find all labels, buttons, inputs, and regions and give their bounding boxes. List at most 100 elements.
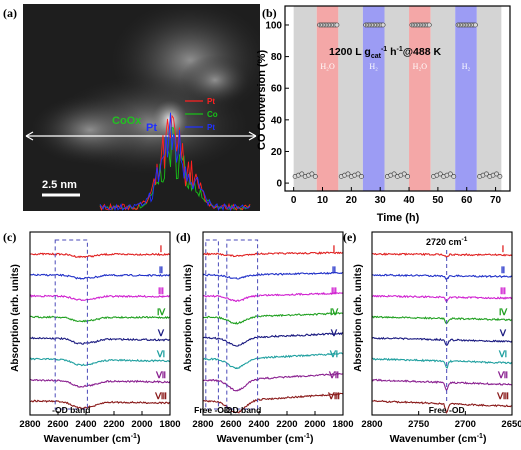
x-tick-label: 60: [461, 195, 473, 206]
data-point: [309, 171, 315, 177]
series-V: [202, 331, 344, 347]
y-tick-label: 100: [265, 20, 282, 31]
data-point: [334, 22, 340, 28]
panel-d-plot: Ⅰ Ⅱ Ⅲ Ⅳ Ⅴ Ⅵ Ⅶ Ⅷ 2800 2600 2400 2200 2000 1800 Free -OD…: [192, 231, 354, 430]
panel-c-label: (c): [3, 230, 16, 244]
panel-d-ylabel: Absorption (arb. units): [183, 264, 194, 372]
series-label-I: Ⅰ: [333, 244, 336, 254]
panel-e-plot: Ⅰ Ⅱ Ⅲ Ⅳ Ⅴ Ⅵ Ⅶ Ⅷ 2800 2750 2700 2650 2720 cm-1 Free -O…: [361, 231, 521, 430]
data-point: [312, 174, 318, 179]
panel-e-ylabel: Absorption (arb. units): [353, 264, 364, 372]
od-band-label: -OD band: [52, 405, 90, 415]
series-VII: [202, 372, 344, 392]
data-point: [426, 22, 432, 28]
y-tick-label: 80: [271, 52, 283, 63]
series-IV: [29, 315, 171, 323]
x-tick-label: 2000: [131, 419, 152, 430]
y-tick-label: 20: [271, 147, 283, 158]
x-tick-label: 2800: [361, 419, 382, 430]
x-tick-label: 70: [490, 195, 502, 206]
x-tick-label: 2750: [408, 419, 429, 430]
data-point: [380, 22, 386, 28]
x-tick-label: 0: [291, 195, 297, 206]
data-point: [484, 171, 489, 177]
band-7: [455, 6, 477, 191]
series-label-V: Ⅴ: [157, 328, 165, 338]
panel-a: (a) CoOx Pt Pt Co Pt 2.5 nm: [3, 4, 260, 211]
x-tick-label: 2700: [455, 419, 476, 430]
peak-label-sup: -1: [462, 236, 468, 243]
series-III: [29, 294, 171, 302]
series-II: [29, 273, 171, 280]
x-tick-label: 2200: [103, 419, 124, 430]
data-point: [345, 171, 351, 177]
series-V: [30, 336, 171, 345]
free-od-label: Free -OD: [429, 405, 465, 415]
od-band-box: [54, 239, 88, 410]
series-label-III: Ⅲ: [500, 286, 506, 296]
band-5: [409, 6, 431, 191]
series-label-II: Ⅱ: [332, 265, 336, 275]
x-tick-label: 20: [346, 195, 358, 206]
series-label-IV: Ⅳ: [499, 307, 508, 317]
panel-b-ylabel: CO Conversion (%): [256, 50, 268, 151]
series-VI: [371, 357, 513, 369]
x-tick-label: 2400: [248, 419, 269, 430]
series-label-VII: Ⅶ: [497, 370, 508, 380]
line-scan-arrow-right: [248, 131, 257, 141]
band-1: [316, 6, 339, 191]
series-label-VIII: Ⅷ: [496, 391, 509, 401]
data-point: [472, 22, 478, 28]
y-tick-label: 60: [271, 84, 283, 95]
eds-legend: Pt Co Pt: [185, 97, 218, 132]
x-tick-label: 1800: [159, 419, 180, 430]
data-point: [405, 174, 410, 179]
series-VII: [371, 378, 513, 392]
panel-d-label: (d): [176, 230, 191, 244]
panel-c-xlabel: Wavenumber (cm-1): [44, 433, 141, 445]
series-label-VII: Ⅶ: [328, 370, 339, 380]
series-label-III: Ⅲ: [158, 286, 164, 296]
data-point: [299, 171, 305, 177]
panel-d: (d) Ⅰ Ⅱ Ⅲ Ⅳ Ⅴ Ⅵ Ⅶ Ⅷ 2800 2600 2400 2200 2000 1800 Free…: [176, 230, 354, 445]
series-label-II: Ⅱ: [159, 265, 163, 275]
series-III: [202, 291, 344, 303]
x-tick-label: 2000: [304, 419, 325, 430]
panel-e-xlabel: Wavenumber (cm-1): [390, 433, 487, 445]
series-label-V: Ⅴ: [330, 328, 338, 338]
band-label-5: H₂O: [413, 62, 428, 71]
series-label-I: Ⅰ: [160, 244, 163, 254]
x-tick-label: 40: [403, 195, 415, 206]
legend-pt-blue: Pt: [207, 123, 215, 132]
series-label-IV: Ⅳ: [157, 307, 166, 317]
od-band-label: -OD band: [223, 405, 261, 415]
x-tick-label: 2400: [75, 419, 96, 430]
band-label-3: H₂: [369, 62, 378, 71]
series-label-VIII: Ⅷ: [327, 391, 340, 401]
panel-a-label: (a): [3, 6, 17, 20]
band-4: [384, 6, 410, 191]
y-tick-label: 0: [276, 179, 282, 190]
panel-c: (c) Ⅰ Ⅱ Ⅲ Ⅳ Ⅴ Ⅵ Ⅶ Ⅷ 2800 2600 2400 2200 2000 1800 -OD …: [3, 230, 181, 445]
data-point: [359, 174, 364, 179]
tem-haze: [30, 4, 260, 175]
band-0: [293, 6, 317, 191]
series-label-VI: Ⅵ: [329, 349, 338, 359]
data-point: [401, 171, 407, 177]
od-band-box: [226, 239, 259, 410]
data-point: [497, 174, 503, 179]
panel-c-plot: Ⅰ Ⅱ Ⅲ Ⅳ Ⅴ Ⅵ Ⅶ Ⅷ 2800 2600 2400 2200 2000 1800 -OD band: [19, 231, 181, 430]
series-VII: [29, 378, 171, 388]
series-label-II: Ⅱ: [501, 265, 505, 275]
series-label-IV: Ⅳ: [330, 307, 339, 317]
panel-d-xlabel: Wavenumber (cm-1): [217, 433, 314, 445]
panel-b-xlabel: Time (h): [377, 212, 420, 224]
panel-e: (e) Ⅰ Ⅱ Ⅲ Ⅳ Ⅴ Ⅵ Ⅶ Ⅷ 2800 2750 2700 2650 2720 cm-1 Fre…: [343, 230, 521, 445]
plot-frame: [202, 231, 344, 416]
band-8: [476, 6, 502, 191]
band-2: [338, 6, 363, 191]
panel-b: (b) H₂O H₂ H₂O H₂ 0 10 20 30 40 50 60 70 0 20 40 60 80 10…: [256, 5, 511, 224]
x-tick-label: 2200: [276, 419, 297, 430]
x-tick-label: 2600: [47, 419, 68, 430]
